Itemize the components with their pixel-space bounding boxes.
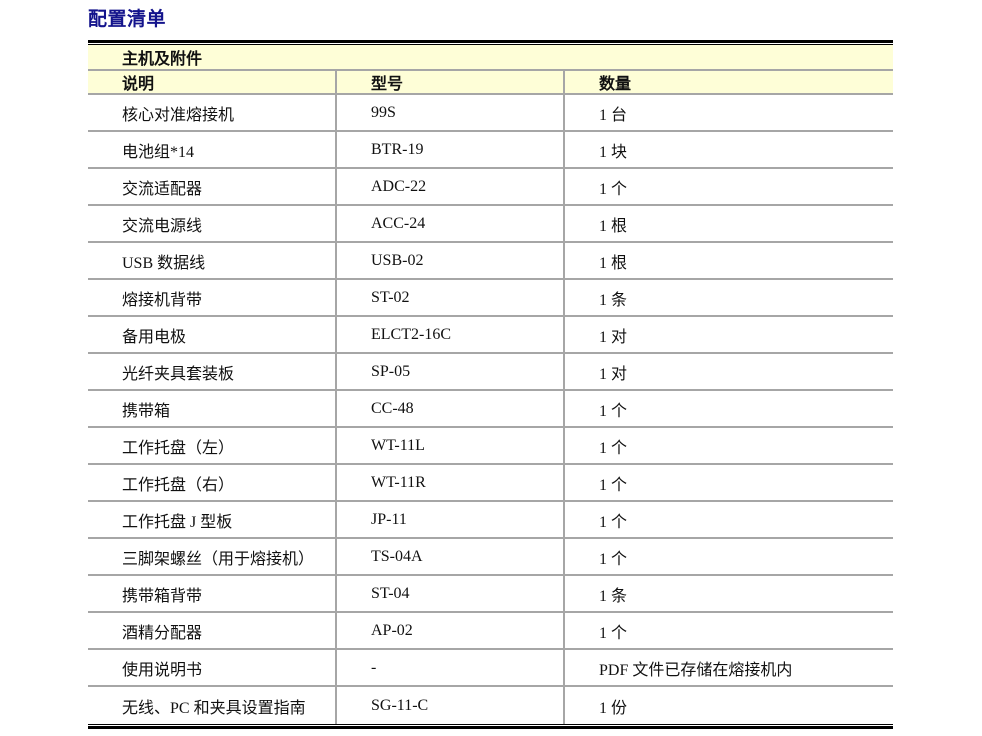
table-row: 光纤夹具套装板 SP-05 1 对 — [88, 354, 893, 391]
table-row: 携带箱背带 ST-04 1 条 — [88, 576, 893, 613]
table-row: 交流电源线 ACC-24 1 根 — [88, 206, 893, 243]
column-header-quantity: 数量 — [563, 71, 893, 93]
table-row: 备用电极 ELCT2-16C 1 对 — [88, 317, 893, 354]
cell-description: 工作托盘 J 型板 — [122, 513, 233, 531]
cell-model: - — [335, 650, 563, 685]
column-header-model: 型号 — [335, 71, 563, 93]
cell-quantity: 1 个 — [563, 428, 893, 463]
table-row: 工作托盘（左） WT-11L 1 个 — [88, 428, 893, 465]
cell-model: ACC-24 — [335, 206, 563, 241]
cell-model: ELCT2-16C — [335, 317, 563, 352]
cell-model: ST-04 — [335, 576, 563, 611]
cell-quantity: 1 个 — [563, 169, 893, 204]
cell-description: 工作托盘（右） — [122, 476, 235, 494]
cell-quantity: 1 个 — [563, 613, 893, 648]
config-table: 主机及附件 说明 型号 数量 核心对准熔接机 99S 1 台电池组*14 BTR-19… — [88, 40, 893, 729]
cell-quantity: PDF 文件已存储在熔接机内 — [563, 650, 893, 685]
cell-quantity: 1 个 — [563, 391, 893, 426]
table-row: 核心对准熔接机 99S 1 台 — [88, 95, 893, 132]
table-row: 无线、PC 和夹具设置指南 SG-11-C 1 份 — [88, 687, 893, 724]
cell-description: 交流电源线 — [122, 217, 203, 235]
cell-model: BTR-19 — [335, 132, 563, 167]
table-row: 交流适配器 ADC-22 1 个 — [88, 169, 893, 206]
cell-description: 核心对准熔接机 — [122, 106, 235, 124]
cell-model: AP-02 — [335, 613, 563, 648]
section-header-label: 主机及附件 — [122, 51, 203, 68]
cell-model: 99S — [335, 95, 563, 130]
cell-model: ST-02 — [335, 280, 563, 315]
table-row: 三脚架螺丝（用于熔接机） TS-04A 1 个 — [88, 539, 893, 576]
cell-quantity: 1 块 — [563, 132, 893, 167]
cell-quantity: 1 对 — [563, 354, 893, 389]
table-row: 使用说明书 - PDF 文件已存储在熔接机内 — [88, 650, 893, 687]
table-row: 酒精分配器 AP-02 1 个 — [88, 613, 893, 650]
table-row: USB 数据线 USB-02 1 根 — [88, 243, 893, 280]
cell-model: WT-11L — [335, 428, 563, 463]
cell-description: 光纤夹具套装板 — [122, 365, 235, 383]
cell-quantity: 1 份 — [563, 687, 893, 724]
cell-model: SG-11-C — [335, 687, 563, 724]
cell-model: USB-02 — [335, 243, 563, 278]
cell-description: 无线、PC 和夹具设置指南 — [122, 699, 306, 717]
cell-model: TS-04A — [335, 539, 563, 574]
table-row: 工作托盘（右） WT-11R 1 个 — [88, 465, 893, 502]
table-column-header-row: 说明 型号 数量 — [88, 71, 893, 95]
cell-model: JP-11 — [335, 502, 563, 537]
page-title: 配置清单 — [88, 9, 167, 30]
cell-model: WT-11R — [335, 465, 563, 500]
cell-quantity: 1 条 — [563, 576, 893, 611]
table-row: 工作托盘 J 型板 JP-11 1 个 — [88, 502, 893, 539]
cell-model: CC-48 — [335, 391, 563, 426]
cell-quantity: 1 对 — [563, 317, 893, 352]
cell-model: ADC-22 — [335, 169, 563, 204]
cell-description: USB 数据线 — [122, 254, 206, 272]
cell-description: 熔接机背带 — [122, 291, 203, 309]
cell-description: 交流适配器 — [122, 180, 203, 198]
cell-description: 三脚架螺丝（用于熔接机） — [122, 550, 315, 568]
cell-quantity: 1 根 — [563, 243, 893, 278]
table-row: 电池组*14 BTR-19 1 块 — [88, 132, 893, 169]
cell-quantity: 1 个 — [563, 539, 893, 574]
cell-description: 工作托盘（左） — [122, 439, 235, 457]
column-header-description: 说明 — [122, 76, 155, 93]
table-body: 核心对准熔接机 99S 1 台电池组*14 BTR-19 1 块交流适配器 ADC-22 1… — [88, 95, 893, 724]
cell-description: 使用说明书 — [122, 661, 203, 679]
cell-description: 电池组*14 — [122, 143, 195, 161]
cell-quantity: 1 个 — [563, 465, 893, 500]
cell-quantity: 1 条 — [563, 280, 893, 315]
cell-description: 携带箱背带 — [122, 587, 203, 605]
cell-description: 携带箱 — [122, 402, 171, 420]
table-section-header-row: 主机及附件 — [88, 45, 893, 71]
table-row: 熔接机背带 ST-02 1 条 — [88, 280, 893, 317]
config-table-inner: 主机及附件 说明 型号 数量 核心对准熔接机 99S 1 台电池组*14 BTR-19… — [88, 44, 893, 725]
cell-description: 备用电极 — [122, 328, 187, 346]
cell-description: 酒精分配器 — [122, 624, 203, 642]
cell-model: SP-05 — [335, 354, 563, 389]
cell-quantity: 1 个 — [563, 502, 893, 537]
cell-quantity: 1 台 — [563, 95, 893, 130]
table-row: 携带箱 CC-48 1 个 — [88, 391, 893, 428]
cell-quantity: 1 根 — [563, 206, 893, 241]
